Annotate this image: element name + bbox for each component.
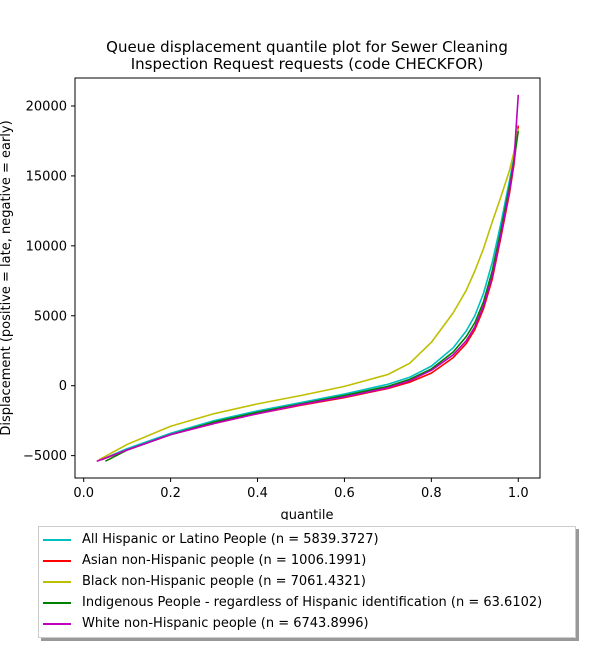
y-tick-label: 15000	[26, 169, 67, 184]
legend-item-0: All Hispanic or Latino People (n = 5839.…	[39, 529, 575, 550]
legend-item-3: Indigenous People - regardless of Hispan…	[39, 592, 575, 613]
x-tick-label: 0.0	[73, 486, 94, 501]
legend-label: Black non-Hispanic people (n = 7061.4321…	[82, 574, 366, 589]
legend-item-1: Asian non-Hispanic people (n = 1006.1991…	[39, 550, 575, 571]
plot-frame	[74, 77, 541, 479]
legend-swatch	[43, 622, 71, 625]
legend-label: White non-Hispanic people (n = 6743.8996…	[82, 616, 369, 631]
y-tick-label: 20000	[26, 99, 67, 114]
x-tick-label: 0.6	[334, 486, 355, 501]
chart-title-line-1: Queue displacement quantile plot for Sew…	[106, 38, 508, 56]
series-line-3	[105, 131, 520, 462]
legend-item-4: White non-Hispanic people (n = 6743.8996…	[39, 613, 575, 634]
legend-item-2: Black non-Hispanic people (n = 7061.4321…	[39, 571, 575, 592]
legend-swatch	[43, 559, 71, 562]
y-tick-label: 0	[59, 379, 67, 394]
quantile-chart: Queue displacement quantile plot for Sew…	[0, 38, 541, 520]
y-axis: −5000 0 5000 10000 15000 20000	[23, 99, 75, 464]
x-axis: 0.0 0.2 0.4 0.6 0.8 1.0	[73, 478, 529, 501]
x-tick-label: 1.0	[508, 486, 529, 501]
x-tick-label: 0.8	[421, 486, 442, 501]
legend-swatch	[43, 601, 71, 604]
x-tick-label: 0.4	[247, 486, 268, 501]
legend-label: All Hispanic or Latino People (n = 5839.…	[82, 532, 379, 547]
series-layer	[96, 94, 520, 462]
legend: All Hispanic or Latino People (n = 5839.…	[38, 526, 576, 638]
y-tick-label: 5000	[34, 309, 67, 324]
x-axis-label: quantile	[280, 508, 333, 520]
y-tick-label: 10000	[26, 239, 67, 254]
legend-label: Indigenous People - regardless of Hispan…	[82, 595, 543, 610]
x-tick-label: 0.2	[160, 486, 181, 501]
y-tick-label: −5000	[23, 449, 67, 464]
legend-swatch	[43, 538, 71, 541]
legend-swatch	[43, 580, 71, 583]
chart-title-line-2: Inspection Request requests (code CHECKF…	[131, 55, 484, 73]
series-line-2	[98, 128, 520, 461]
series-line-0	[100, 126, 520, 461]
y-axis-label: Displacement (positive = late, negative …	[0, 120, 14, 435]
series-line-1	[100, 125, 520, 461]
legend-label: Asian non-Hispanic people (n = 1006.1991…	[82, 553, 367, 568]
series-line-4	[96, 94, 520, 462]
